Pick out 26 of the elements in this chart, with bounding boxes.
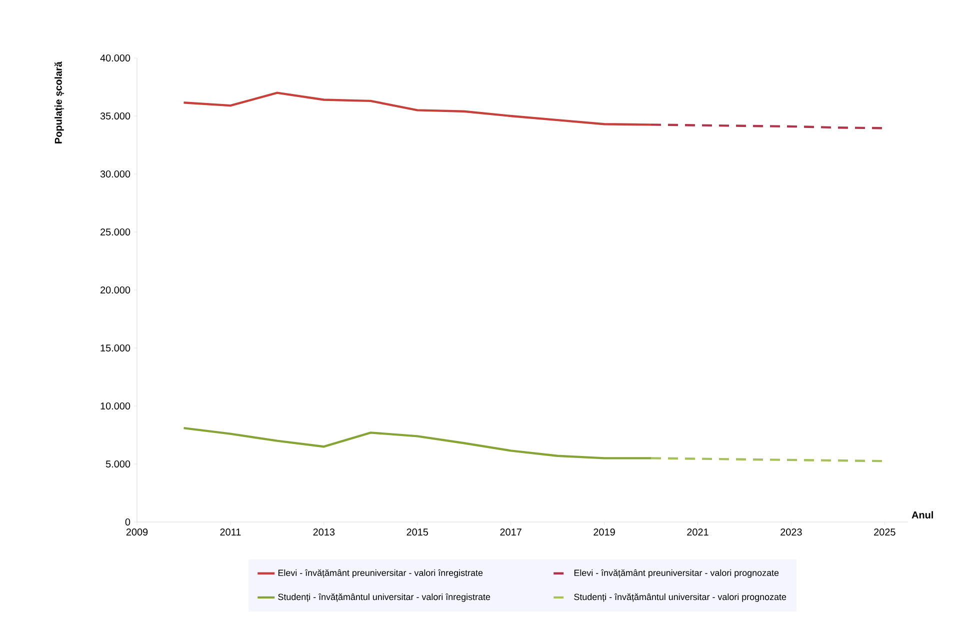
y-tick-label: 40.000 [100,54,130,62]
x-tick-label: 2015 [406,528,428,536]
x-tick-label: 2017 [500,528,522,536]
y-tick-label: 0 [125,518,130,526]
x-tick-label: 2021 [687,528,708,536]
x-tick-label: 2009 [126,528,148,536]
x-tick-label: 2025 [874,528,896,536]
y-axis-title: Populație școlară [54,61,64,144]
x-tick-label: 2023 [780,528,802,536]
line-series [182,92,652,126]
x-axis-title: Anul [912,511,933,518]
legend-label: Studenți - învățământul universitar - valori prognozate [574,593,786,602]
y-tick-label: 20.000 [100,286,130,294]
x-tick-label: 2019 [594,528,615,536]
y-tick-label: 35.000 [100,112,130,120]
x-tick-label: 2013 [313,528,335,536]
line-series [182,426,652,460]
y-tick-label: 10.000 [100,402,130,410]
y-tick-label: 30.000 [100,170,130,178]
legend-label: Studenți - învățământul universitar - valori înregistrate [278,593,490,602]
x-tick-label: 2011 [220,528,241,536]
y-tick-label: 15.000 [100,344,130,352]
y-tick-label: 25.000 [100,228,130,236]
legend-label: Elevi - învățământ preuniversitar - valori prognozate [574,569,779,578]
y-tick-label: 5.000 [106,460,130,468]
legend-label: Elevi - învățământ preuniversitar - valori înregistrate [278,569,483,578]
